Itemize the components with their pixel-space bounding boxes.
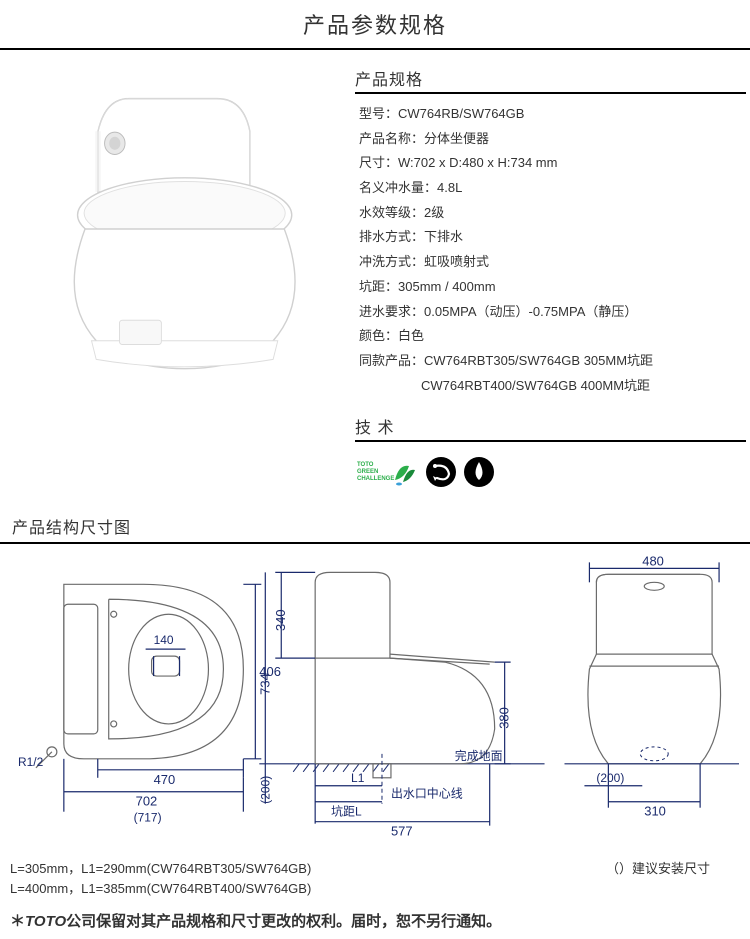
spec-label: 冲洗方式： [359, 250, 424, 275]
svg-text:出水口中心线: 出水口中心线 [391, 786, 463, 801]
spec-label: 同款产品： [359, 349, 424, 374]
svg-text:(200): (200) [258, 776, 272, 804]
spec-label: 进水要求： [359, 300, 424, 325]
spec-row: 型号：CW764RB/SW764GB [359, 102, 746, 127]
svg-text:GREEN: GREEN [357, 469, 378, 475]
svg-text:(200): (200) [596, 771, 624, 785]
spec-row: 冲洗方式：虹吸喷射式 [359, 250, 746, 275]
spec-value: 0.05MPA（动压）-0.75MPA（静压） [424, 300, 637, 325]
top-section: 产品规格 型号：CW764RB/SW764GB 产品名称：分体坐便器 尺寸：W:… [0, 50, 750, 506]
spec-label: 水效等级： [359, 201, 424, 226]
spec-label: 尺寸： [359, 151, 398, 176]
bottom-text: 公司保留对其产品规格和尺寸更改的权利。届时，恕不另行通知。 [66, 913, 501, 930]
spec-label: 颜色： [359, 324, 398, 349]
swirl-icon [425, 456, 457, 488]
page-title: 产品参数规格 [0, 0, 750, 50]
asterisk: ＊ [10, 913, 25, 930]
spec-value: CW764RBT305/SW764GB 305MM坑距 [424, 349, 653, 374]
spec-value: 虹吸喷射式 [424, 250, 489, 275]
svg-text:R1/2: R1/2 [18, 755, 44, 769]
svg-text:坑距L: 坑距L [331, 804, 362, 819]
spec-list: 型号：CW764RB/SW764GB 产品名称：分体坐便器 尺寸：W:702 x… [355, 102, 746, 398]
diagram-area: .dl { stroke:#1a2a6c; stroke-width:1.2; … [0, 554, 750, 853]
spec-label: 名义冲水量： [359, 176, 437, 201]
svg-text:470: 470 [154, 772, 176, 787]
spec-value: 2级 [424, 201, 444, 226]
structure-heading: 产品结构尺寸图 [0, 512, 750, 544]
spec-label: 产品名称： [359, 127, 424, 152]
svg-text:702: 702 [136, 794, 158, 809]
spec-label: 排水方式： [359, 225, 424, 250]
spec-value: 白色 [398, 324, 424, 349]
spec-value: 305mm / 400mm [398, 275, 496, 300]
tech-icons: TOTO GREEN CHALLENGE [355, 450, 746, 492]
spec-row: 坑距：305mm / 400mm [359, 275, 746, 300]
spec-row: 水效等级：2级 [359, 201, 746, 226]
svg-text:TOTO: TOTO [357, 462, 374, 468]
spec-heading: 产品规格 [355, 64, 746, 94]
install-note: （）建议安装尺寸 [596, 853, 750, 881]
dimension-diagram: .dl { stroke:#1a2a6c; stroke-width:1.2; … [6, 554, 744, 844]
spec-value-extra: CW764RBT400/SW764GB 400MM坑距 [359, 374, 650, 399]
green-challenge-icon: TOTO GREEN CHALLENGE [355, 456, 419, 488]
spec-row: 排水方式：下排水 [359, 225, 746, 250]
svg-text:734: 734 [257, 673, 272, 695]
brand-name: TOTO [25, 913, 66, 930]
spec-value: 分体坐便器 [424, 127, 489, 152]
spec-label: 型号： [359, 102, 398, 127]
spec-value: W:702 x D:480 x H:734 mm [398, 151, 557, 176]
dim-note-1: L=305mm，L1=290mm(CW764RBT305/SW764GB) [10, 859, 311, 879]
spec-value: 下排水 [424, 225, 463, 250]
tech-section: 技 术 TOTO GREEN CHALLENGE [355, 412, 746, 492]
bottom-note: ＊TOTO公司保留对其产品规格和尺寸更改的权利。届时，恕不另行通知。 [0, 900, 750, 939]
svg-text:310: 310 [644, 804, 666, 819]
spec-value: CW764RB/SW764GB [398, 102, 524, 127]
svg-text:577: 577 [391, 824, 413, 839]
svg-text:480: 480 [642, 554, 664, 568]
spec-row: 产品名称：分体坐便器 [359, 127, 746, 152]
spec-row: 颜色：白色 [359, 324, 746, 349]
svg-text:380: 380 [497, 707, 512, 729]
spec-row: 尺寸：W:702 x D:480 x H:734 mm [359, 151, 746, 176]
tech-heading: 技 术 [355, 412, 746, 442]
spec-column: 产品规格 型号：CW764RB/SW764GB 产品名称：分体坐便器 尺寸：W:… [355, 60, 750, 496]
dim-notes: L=305mm，L1=290mm(CW764RBT305/SW764GB) L=… [0, 853, 321, 900]
svg-text:CHALLENGE: CHALLENGE [357, 476, 394, 482]
svg-text:340: 340 [273, 610, 288, 632]
dim-note-2: L=400mm，L1=385mm(CW764RBT400/SW764GB) [10, 879, 311, 899]
svg-text:(717): (717) [134, 811, 162, 825]
spec-row: 同款产品：CW764RBT305/SW764GB 305MM坑距 [359, 349, 746, 374]
water-drop-icon [463, 456, 495, 488]
notes-row: L=305mm，L1=290mm(CW764RBT305/SW764GB) L=… [0, 853, 750, 900]
svg-text:L1: L1 [351, 771, 365, 785]
product-image [0, 60, 355, 496]
toilet-illustration [40, 80, 320, 378]
spec-row: 名义冲水量：4.8L [359, 176, 746, 201]
svg-text:140: 140 [154, 633, 174, 647]
spec-value: 4.8L [437, 176, 462, 201]
spec-label: 坑距： [359, 275, 398, 300]
svg-text:完成地面: 完成地面 [455, 748, 503, 763]
spec-row: CW764RBT400/SW764GB 400MM坑距 [359, 374, 746, 399]
spec-row: 进水要求：0.05MPA（动压）-0.75MPA（静压） [359, 300, 746, 325]
